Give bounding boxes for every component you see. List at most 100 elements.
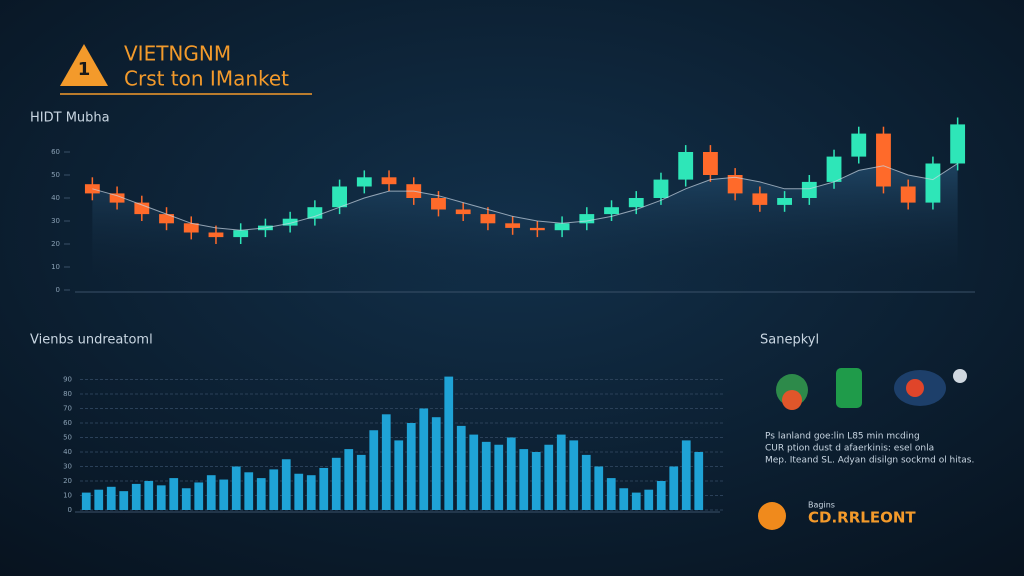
bar — [144, 481, 154, 510]
candle-body — [431, 198, 446, 210]
bar — [669, 466, 679, 510]
bar — [244, 472, 254, 510]
y-tick-label: 10 — [51, 263, 60, 271]
y-tick-label: 50 — [63, 434, 72, 442]
candle-body — [925, 163, 941, 203]
button-caption: Bagins — [808, 501, 835, 510]
bar — [419, 408, 429, 510]
bar — [431, 417, 441, 510]
candle-body — [579, 214, 595, 224]
bar — [156, 485, 166, 510]
y-tick-label: 40 — [51, 194, 60, 202]
warning-icon — [60, 44, 108, 86]
candle-body — [529, 227, 545, 231]
icon-ball — [953, 369, 967, 383]
bar — [531, 452, 541, 510]
candle-body — [183, 223, 199, 233]
candle-body — [505, 223, 521, 228]
title: VIETNGNM — [124, 42, 231, 66]
moving-average — [92, 163, 958, 231]
icon-shield — [836, 368, 862, 408]
candle-body — [109, 193, 125, 203]
bar — [444, 376, 454, 510]
y-tick-label: 20 — [51, 240, 60, 248]
candle-body — [604, 207, 619, 215]
bar — [281, 459, 291, 510]
button[interactable]: CD.RRLEONT — [808, 509, 916, 527]
bar — [394, 440, 404, 510]
candle-body — [356, 177, 372, 187]
candle-body — [653, 179, 669, 198]
icon-lens — [906, 379, 924, 397]
bar — [231, 466, 241, 510]
y-tick-label: 90 — [63, 376, 72, 384]
bar — [306, 475, 316, 510]
candle-body — [628, 198, 644, 208]
badge: 1 — [78, 59, 91, 80]
y-tick-label: 0 — [56, 286, 60, 294]
candle-body — [703, 152, 718, 175]
bar — [581, 454, 591, 510]
bar — [256, 478, 266, 510]
bar — [269, 469, 279, 510]
bar — [569, 440, 579, 510]
candle-body — [381, 177, 397, 185]
bar — [369, 430, 379, 510]
candle-body — [208, 232, 224, 238]
bar — [494, 444, 504, 510]
y-tick-label: 30 — [63, 463, 72, 471]
y-tick-label: 80 — [63, 390, 72, 398]
candle-body — [876, 133, 891, 187]
bar — [681, 440, 691, 510]
bar — [294, 473, 304, 510]
bar — [544, 444, 554, 510]
candle-body — [332, 186, 347, 208]
y-tick-label: 10 — [63, 492, 72, 500]
panel-title: Sanepkyl — [760, 333, 819, 348]
candle-body — [233, 230, 249, 238]
candle-body — [307, 207, 323, 219]
bar — [319, 467, 329, 510]
panel-line: Ps lanland goe:lin L85 min mcding — [765, 432, 920, 442]
bar — [594, 466, 604, 510]
bar — [656, 481, 666, 510]
bar — [606, 478, 616, 510]
bar — [181, 488, 191, 510]
candle-body — [678, 152, 694, 180]
bar — [194, 482, 204, 510]
bar — [556, 434, 566, 510]
candle-body — [777, 198, 792, 205]
candle-body — [900, 186, 916, 203]
bar — [381, 414, 391, 510]
y-tick-label: 50 — [51, 171, 60, 179]
bar — [119, 491, 129, 510]
button-icon[interactable] — [758, 502, 786, 530]
bar — [331, 457, 341, 510]
area — [92, 163, 958, 290]
candle-body — [851, 133, 867, 157]
candle-body — [159, 214, 174, 224]
bar — [169, 478, 179, 510]
chart-title: Vienbs undreatoml — [30, 333, 153, 348]
candle-body — [727, 175, 743, 194]
candle-body — [282, 218, 298, 226]
bar — [519, 449, 529, 510]
candle-body — [84, 184, 100, 194]
bar — [456, 425, 466, 510]
bar — [631, 492, 641, 510]
bar — [694, 452, 704, 510]
bar — [469, 434, 479, 510]
y-tick-label: 40 — [63, 448, 72, 456]
bar — [94, 489, 104, 510]
y-tick-label: 60 — [51, 148, 60, 156]
candle-body — [554, 223, 570, 231]
bar — [619, 488, 629, 510]
candle-body — [455, 209, 471, 215]
y-tick-label: 20 — [63, 477, 72, 485]
panel-line: CUR ption dust d afaerkinis: esel onla — [765, 444, 934, 454]
y-tick-label: 70 — [63, 405, 72, 413]
candle-body — [752, 193, 768, 205]
chart-title: HIDT Mubha — [30, 111, 110, 126]
